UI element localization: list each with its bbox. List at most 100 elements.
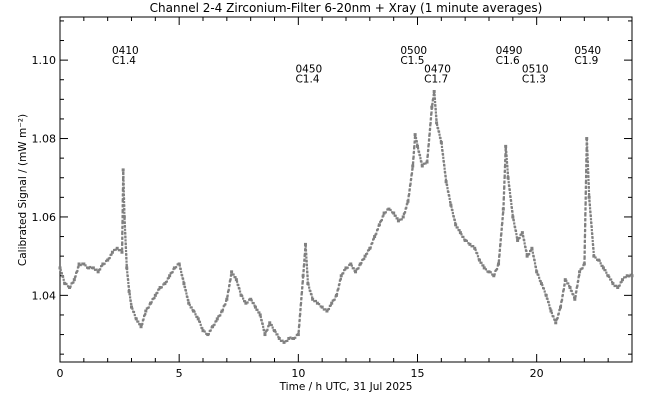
trace-point (489, 271, 492, 274)
trace-point (301, 286, 304, 289)
trace-point (583, 245, 586, 248)
trace-point (406, 202, 409, 205)
trace-point (562, 289, 565, 292)
trace-point (420, 163, 423, 166)
trace-point (203, 330, 206, 333)
trace-point (167, 276, 170, 280)
trace-point (417, 150, 421, 153)
data-point (172, 266, 176, 270)
trace-point (505, 161, 509, 164)
trace-point (430, 113, 433, 116)
trace-point (433, 100, 437, 104)
data-point (601, 266, 605, 270)
trace-point (426, 154, 429, 157)
data-point (234, 278, 238, 282)
x-tick-label: 0 (57, 367, 64, 380)
trace-point (327, 307, 331, 311)
trace-point (314, 299, 318, 303)
trace-point (508, 188, 511, 192)
trace-point (585, 143, 589, 146)
trace-point (570, 289, 573, 293)
trace-point (311, 296, 314, 299)
trace-point (503, 175, 506, 178)
trace-point (505, 157, 508, 161)
trace-point (503, 166, 507, 169)
trace-point (399, 218, 402, 221)
trace-point (561, 293, 564, 297)
trace-point (229, 279, 232, 282)
data-point (82, 262, 86, 266)
trace-point (302, 268, 305, 272)
trace-point (583, 251, 586, 254)
data-points (58, 89, 634, 344)
trace-point (90, 266, 93, 270)
trace-point (599, 262, 602, 265)
data-point (425, 160, 429, 164)
trace-point (429, 121, 432, 125)
trace-point (608, 275, 611, 279)
trace-point (476, 252, 479, 255)
trace-point (453, 218, 456, 222)
trace-point (584, 181, 588, 185)
trace-point (503, 180, 506, 183)
trace-point (585, 165, 588, 168)
trace-point (121, 247, 124, 250)
trace-point (591, 243, 595, 246)
trace-point (511, 213, 514, 216)
data-point (163, 282, 167, 286)
trace-point (426, 155, 429, 159)
trace-point (76, 269, 79, 273)
data-point (220, 309, 224, 313)
trace-point (412, 161, 415, 164)
trace-point (583, 236, 587, 239)
trace-point (119, 248, 122, 252)
trace-point (160, 286, 163, 289)
trace-point (124, 246, 128, 249)
trace-point (298, 319, 301, 323)
trace-point (130, 303, 133, 306)
trace-point (124, 249, 128, 253)
data-point (396, 219, 400, 223)
chart-title: Channel 2-4 Zirconium-Filter 6-20nm + Xr… (150, 1, 543, 15)
trace-point (503, 169, 506, 172)
trace-point (363, 257, 366, 260)
trace-point (226, 294, 229, 297)
trace-point (150, 301, 153, 304)
trace-point (426, 153, 429, 156)
trace-point (505, 151, 508, 154)
trace-point (589, 218, 593, 221)
trace-point (533, 262, 537, 265)
x-tick-label: 5 (176, 367, 183, 380)
trace-point (499, 243, 502, 247)
trace-point (587, 175, 590, 178)
trace-point (504, 152, 507, 156)
trace-point (306, 281, 309, 284)
data-point (96, 270, 100, 274)
trace-point (121, 198, 124, 201)
trace-point (181, 274, 184, 277)
trace-point (498, 255, 501, 258)
trace-point (506, 175, 510, 178)
trace-point (477, 258, 480, 261)
trace-point (121, 220, 124, 224)
data-point (435, 121, 439, 125)
trace-point (587, 178, 590, 182)
trace-point (298, 324, 301, 328)
trace-point (172, 267, 175, 271)
trace-point (416, 143, 419, 146)
trace-point (501, 213, 504, 216)
trace-point (220, 311, 223, 314)
trace-point (474, 248, 477, 251)
trace-point (279, 339, 283, 342)
trace-point (428, 132, 431, 135)
trace-point (504, 147, 508, 150)
trace-point (403, 211, 407, 214)
trace-point (298, 323, 301, 326)
trace-point (185, 292, 188, 295)
trace-point (382, 214, 385, 217)
trace-point (299, 304, 302, 307)
data-point (320, 305, 324, 309)
trace-point (123, 208, 126, 211)
trace-point (448, 194, 451, 197)
trace-point (503, 181, 506, 184)
